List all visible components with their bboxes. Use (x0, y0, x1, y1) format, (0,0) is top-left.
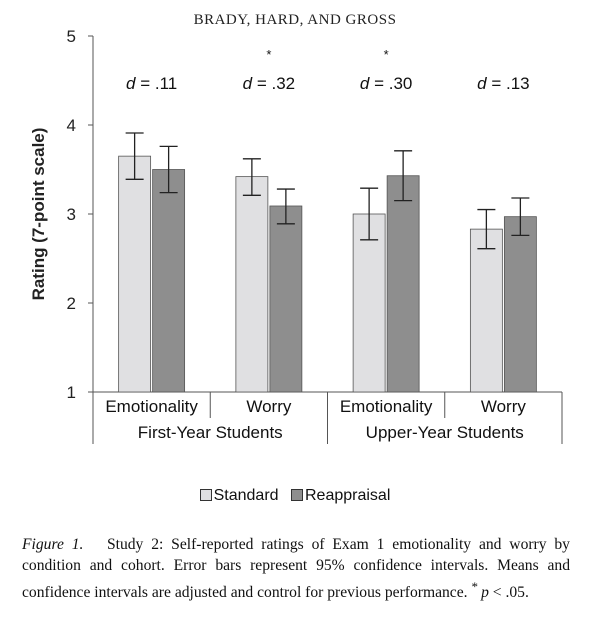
legend-swatch-reappraisal (291, 489, 303, 501)
bar-reappraisal (269, 205, 303, 393)
bar-reappraisal (503, 216, 537, 393)
bar-reappraisal (386, 175, 420, 393)
y-tick-label: 5 (67, 27, 76, 46)
y-axis-label: Rating (7-point scale) (29, 128, 48, 301)
legend-label-standard: Standard (213, 487, 279, 504)
bar-standard (469, 228, 503, 393)
caption-footnote-p: p (481, 584, 489, 602)
caption-text: Study 2: Self-reported ratings of Exam 1… (22, 536, 570, 602)
effect-size-label: d = .11 (126, 74, 177, 93)
caption-label: Figure 1. (22, 536, 84, 553)
legend-label-reappraisal: Reappraisal (305, 487, 391, 504)
effect-size-label: d = .30 (360, 74, 412, 93)
caption-footnote-rest: < .05. (488, 584, 529, 602)
y-tick-label: 4 (67, 116, 76, 135)
x-category-label: Emotionality (105, 397, 198, 416)
caption-footnote-star: * (471, 579, 478, 594)
y-tick-label: 1 (67, 383, 76, 402)
bar-standard (118, 155, 152, 393)
bar-chart: 1 2 3 4 5 Rating (7-point scale) Emotionality W… (29, 27, 563, 444)
effect-size-label: d = .13 (477, 74, 529, 93)
chart-legend: Standard Reappraisal (0, 487, 590, 505)
legend-item-reappraisal: Reappraisal (291, 487, 390, 505)
significance-star: * (384, 47, 389, 62)
bar-reappraisal (152, 169, 186, 393)
significance-star: * (266, 47, 271, 62)
y-tick-label: 3 (67, 205, 76, 224)
bar-standard (352, 213, 386, 393)
x-category-label: Worry (481, 397, 527, 416)
effect-size-label: d = .32 (243, 74, 295, 93)
running-head: BRADY, HARD, AND GROSS (193, 12, 397, 28)
x-category-label: Emotionality (340, 397, 433, 416)
y-tick-label: 2 (67, 294, 76, 313)
figure-caption: Figure 1. Study 2: Self-reported ratings… (22, 534, 570, 603)
legend-swatch-standard (199, 489, 212, 501)
x-group-label: Upper-Year Students (366, 423, 524, 442)
legend-item-standard: Standard (199, 487, 279, 505)
bar-standard (235, 176, 269, 393)
x-group-label: First-Year Students (138, 423, 283, 442)
x-category-label: Worry (246, 397, 292, 416)
